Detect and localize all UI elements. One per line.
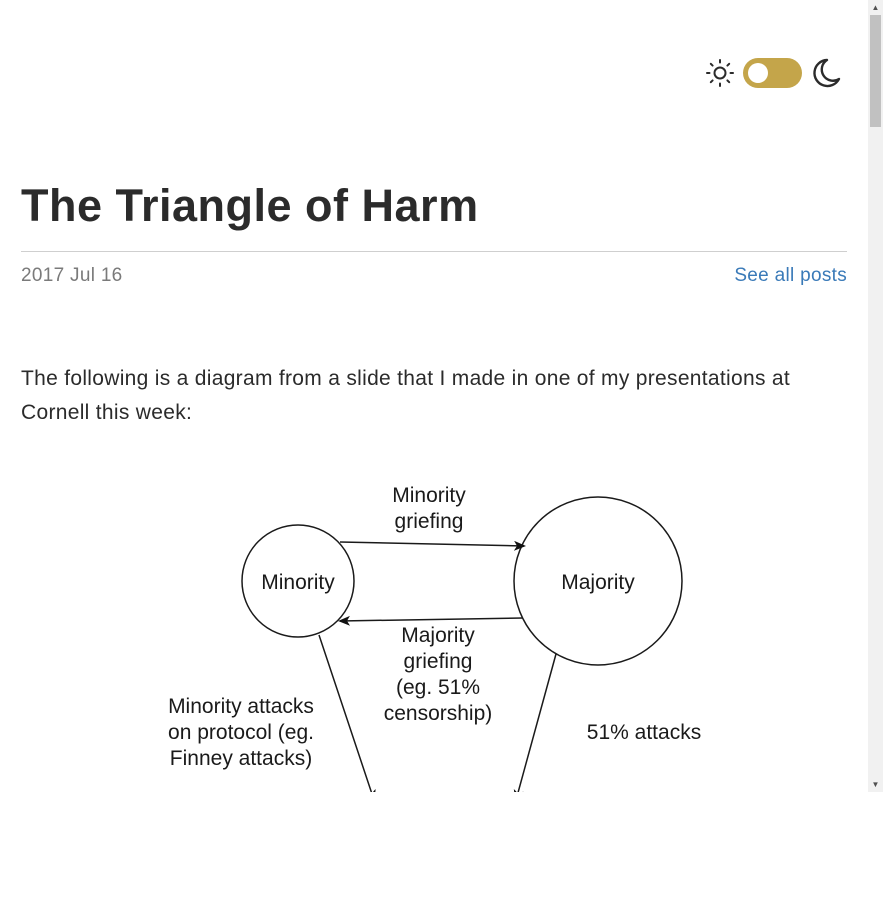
majority-griefing-label-line2: griefing — [404, 650, 473, 673]
scroll-thumb[interactable] — [870, 15, 881, 127]
post-title: The Triangle of Harm — [21, 180, 479, 231]
minority-node — [241, 524, 355, 638]
fifty-one-attacks-label: 51% attacks — [587, 721, 701, 744]
vertical-scrollbar[interactable]: ▲ ▼ — [868, 0, 883, 792]
minority-attacks-label-line1: Minority attacks — [168, 695, 314, 718]
triangle-of-harm-diagram: Minority Majority Minority griefing Majo… — [168, 484, 701, 792]
theme-toggle[interactable] — [743, 58, 802, 88]
theme-switcher[interactable] — [704, 56, 842, 90]
minority-griefing-arrow — [339, 540, 526, 551]
moon-icon[interactable] — [808, 57, 842, 89]
majority-griefing-label-line1: Majority — [401, 624, 475, 647]
majority-griefing-arrow — [338, 615, 524, 626]
majority-node — [513, 496, 683, 666]
majority-griefing-label-line4: censorship) — [384, 702, 493, 725]
majority-node-label: Majority — [561, 571, 635, 594]
minority-attacks-label-line3: Finney attacks) — [170, 747, 312, 770]
post-date: 2017 Jul 16 — [21, 265, 123, 286]
minority-griefing-label-line1: Minority — [392, 484, 466, 507]
scroll-up-icon[interactable]: ▲ — [871, 3, 880, 12]
toggle-knob — [748, 63, 768, 83]
sun-icon[interactable] — [704, 56, 736, 90]
intro-paragraph: The following is a diagram from a slide … — [21, 367, 791, 424]
fifty-one-attacks-arrow — [513, 653, 557, 792]
minority-attacks-label-line2: on protocol (eg. — [168, 721, 314, 744]
minority-node-label: Minority — [261, 571, 335, 594]
title-divider — [21, 251, 847, 252]
minority-griefing-label-line2: griefing — [395, 510, 464, 533]
scroll-down-icon[interactable]: ▼ — [871, 780, 880, 789]
page-viewport: The Triangle of Harm 2017 Jul 16 See all… — [21, 56, 847, 792]
minority-attacks-arrow — [318, 634, 376, 792]
majority-griefing-label-line3: (eg. 51% — [396, 676, 480, 699]
see-all-posts-link[interactable]: See all posts — [734, 265, 847, 286]
